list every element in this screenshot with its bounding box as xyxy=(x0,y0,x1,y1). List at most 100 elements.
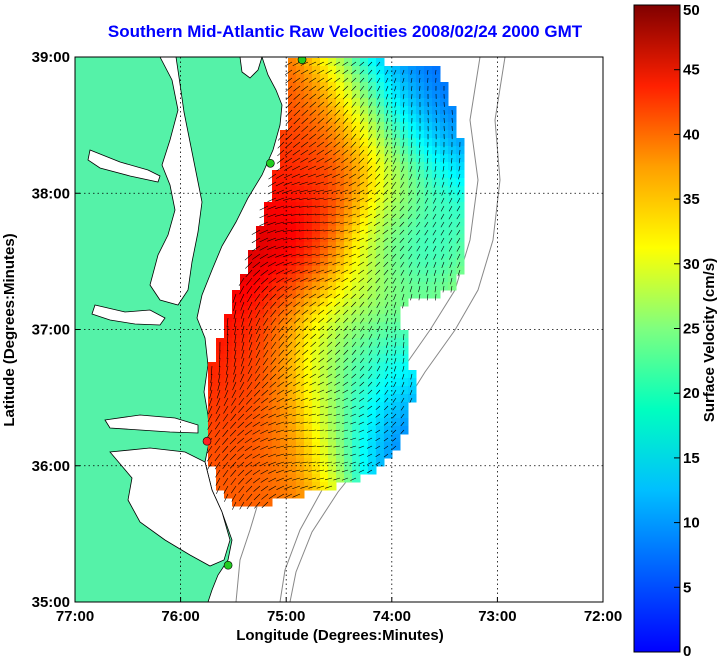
velocity-vector xyxy=(343,349,349,355)
velocity-cell xyxy=(384,314,393,323)
velocity-cell xyxy=(328,362,337,371)
velocity-vector xyxy=(302,333,309,340)
velocity-vector xyxy=(385,333,389,341)
velocity-vector xyxy=(334,309,341,315)
velocity-vector xyxy=(368,325,373,332)
velocity-cell xyxy=(352,314,361,323)
velocity-vector xyxy=(224,493,229,502)
velocity-cell xyxy=(448,266,457,275)
velocity-vector xyxy=(408,245,413,252)
velocity-cell xyxy=(320,218,329,227)
velocity-cell xyxy=(304,314,313,323)
velocity-cell xyxy=(384,138,393,147)
velocity-cell xyxy=(288,82,297,91)
velocity-vector xyxy=(233,317,237,328)
velocity-cell xyxy=(336,170,345,179)
velocity-vector xyxy=(245,485,253,493)
velocity-vector xyxy=(410,149,413,157)
velocity-cell xyxy=(304,202,313,211)
velocity-cell xyxy=(352,218,361,227)
velocity-cell xyxy=(304,226,313,235)
velocity-cell xyxy=(296,234,305,243)
velocity-vector xyxy=(402,141,405,149)
velocity-vector xyxy=(385,309,389,317)
velocity-vector xyxy=(207,453,213,462)
velocity-cell xyxy=(440,266,449,275)
velocity-vector xyxy=(357,237,365,242)
velocity-vector xyxy=(402,333,405,341)
velocity-vector xyxy=(240,301,245,311)
velocity-cell xyxy=(264,290,273,299)
velocity-vector xyxy=(333,149,341,156)
velocity-vector xyxy=(358,157,365,164)
velocity-vector xyxy=(367,141,373,149)
velocity-cell xyxy=(248,314,257,323)
velocity-cell xyxy=(352,242,361,251)
velocity-cell xyxy=(264,234,273,243)
velocity-vector xyxy=(456,237,461,244)
velocity-vector xyxy=(411,93,413,100)
velocity-cell xyxy=(408,274,417,283)
velocity-cell xyxy=(432,242,441,251)
velocity-cell xyxy=(288,130,297,139)
velocity-cell xyxy=(304,290,313,299)
velocity-cell xyxy=(320,282,329,291)
velocity-vector xyxy=(226,341,229,352)
velocity-cell xyxy=(384,130,393,139)
velocity-cell xyxy=(368,194,377,203)
velocity-cell xyxy=(272,210,281,219)
velocity-cell xyxy=(328,418,337,427)
velocity-vector xyxy=(293,125,301,133)
velocity-cell xyxy=(424,162,433,171)
velocity-vector xyxy=(324,477,333,481)
velocity-cell xyxy=(376,154,385,163)
velocity-vector xyxy=(223,485,229,494)
velocity-vector xyxy=(325,93,333,100)
velocity-cell xyxy=(256,498,265,507)
velocity-vector xyxy=(300,277,309,282)
velocity-cell xyxy=(320,186,329,195)
velocity-cell xyxy=(272,378,281,387)
velocity-vector xyxy=(409,285,413,293)
velocity-cell xyxy=(248,354,257,363)
velocity-cell xyxy=(352,362,361,371)
velocity-cell xyxy=(456,258,465,267)
velocity-vector xyxy=(417,173,421,180)
velocity-cell xyxy=(272,490,281,499)
velocity-cell xyxy=(376,218,385,227)
velocity-vector xyxy=(301,301,309,307)
velocity-vector xyxy=(450,285,453,293)
velocity-cell xyxy=(272,234,281,243)
velocity-vector xyxy=(317,69,325,75)
velocity-vector xyxy=(400,405,405,411)
velocity-vector xyxy=(318,325,325,332)
velocity-vector xyxy=(373,221,381,226)
velocity-cell xyxy=(432,210,441,219)
velocity-vector xyxy=(262,357,269,366)
velocity-vector xyxy=(302,349,309,356)
velocity-cell xyxy=(336,146,345,155)
velocity-cell xyxy=(400,394,409,403)
velocity-cell xyxy=(304,362,313,371)
velocity-cell xyxy=(456,194,465,203)
velocity-cell xyxy=(296,242,305,251)
velocity-cell xyxy=(264,354,273,363)
velocity-vector xyxy=(316,141,325,148)
velocity-vector xyxy=(350,397,357,402)
velocity-vector xyxy=(317,413,325,416)
velocity-vector xyxy=(298,229,309,232)
velocity-cell xyxy=(320,466,329,475)
velocity-cell xyxy=(360,354,369,363)
velocity-cell xyxy=(312,258,321,267)
velocity-cell xyxy=(264,274,273,283)
velocity-cell xyxy=(280,234,289,243)
velocity-vector xyxy=(283,181,293,186)
velocity-vector xyxy=(341,453,349,456)
velocity-vector xyxy=(224,389,229,399)
velocity-cell xyxy=(304,154,313,163)
colorbar-tick-label: 40 xyxy=(683,126,700,143)
velocity-vector xyxy=(342,293,349,299)
velocity-cell xyxy=(312,218,321,227)
velocity-cell xyxy=(352,82,361,91)
velocity-vector xyxy=(375,421,381,426)
